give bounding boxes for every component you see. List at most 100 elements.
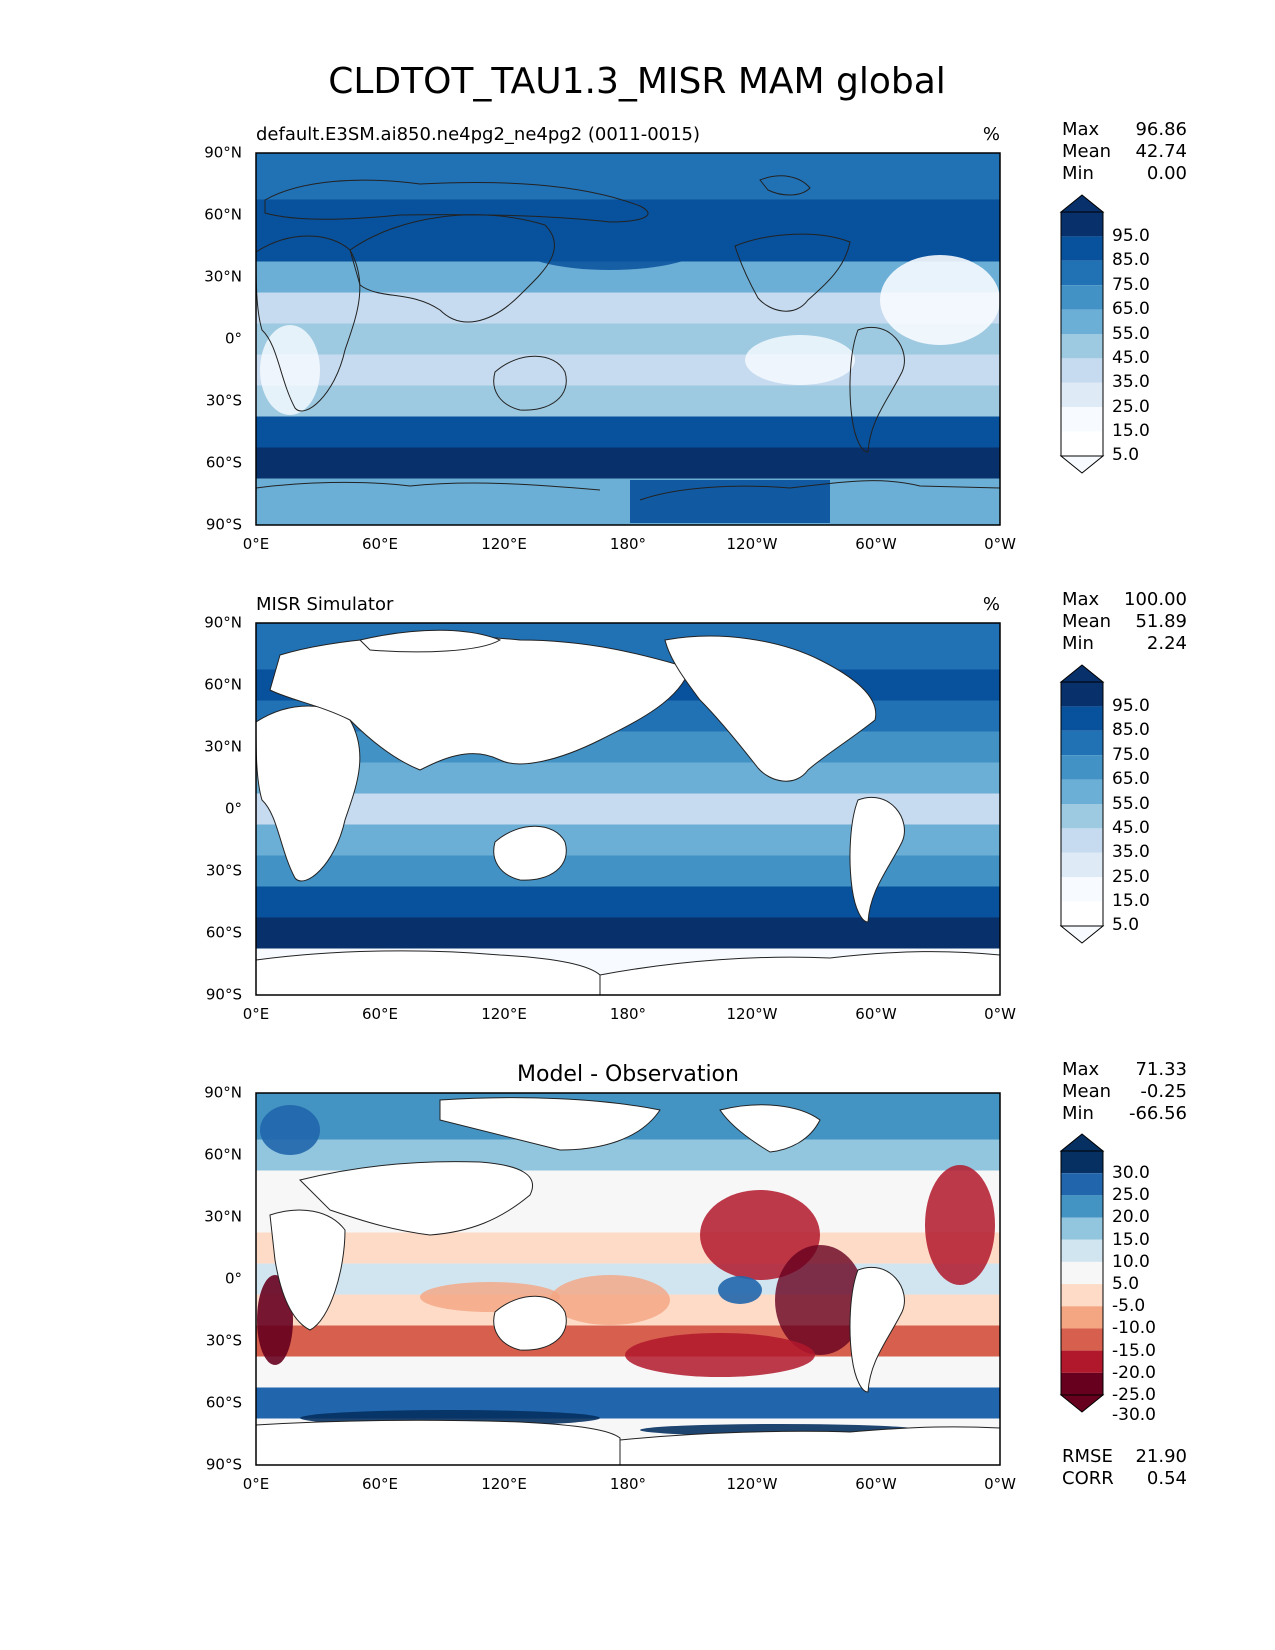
- colorbar-swatch: [1061, 334, 1103, 359]
- y-axis: 90°N 60°N 30°N 0° 30°S 60°S 90°S: [204, 614, 242, 1004]
- colorbar-level-label: 25.0: [1112, 397, 1150, 417]
- x-tick-label: 0°W: [984, 1475, 1016, 1493]
- stat-label: Min: [1062, 1103, 1094, 1124]
- colorbar-swatch: [1061, 755, 1103, 780]
- colorbar-swatch: [1061, 828, 1103, 853]
- colorbar-top-arrow: [1059, 1133, 1105, 1152]
- colorbar-bottom-arrow: [1059, 455, 1105, 474]
- colorbar-level-label: -5.0: [1112, 1296, 1145, 1316]
- stat-label: Max: [1062, 119, 1100, 140]
- map-frame: [255, 622, 1001, 996]
- y-tick-label: 60°S: [206, 1394, 242, 1412]
- colorbar-bottom-arrow: [1059, 1394, 1105, 1413]
- y-tick-label: 90°S: [206, 516, 242, 534]
- colorbar-level-label: -25.0: [1112, 1385, 1156, 1405]
- y-tick-label: 30°S: [206, 1332, 242, 1350]
- colorbar-level-label: 25.0: [1112, 1185, 1150, 1205]
- colorbar-level-label: 35.0: [1112, 842, 1150, 862]
- y-axis: 90°N 60°N 30°N 0° 30°S 60°S 90°S: [204, 1084, 242, 1474]
- colorbar-level-label: 5.0: [1112, 915, 1139, 935]
- x-tick-label: 120°W: [727, 1475, 778, 1493]
- field-feature: [550, 1275, 670, 1325]
- colorbar-level-label: 55.0: [1112, 794, 1150, 814]
- field-feature: [257, 1275, 293, 1365]
- y-tick-label: 60°S: [206, 454, 242, 472]
- colorbar-swatch: [1061, 309, 1103, 334]
- colorbar-swatch: [1061, 1173, 1103, 1196]
- y-tick-label: 0°: [225, 800, 242, 818]
- map-band: [256, 478, 1000, 525]
- colorbar-swatch: [1061, 1284, 1103, 1307]
- colorbar-level-label: 5.0: [1112, 1274, 1139, 1294]
- map-band: [256, 292, 1000, 324]
- colorbar-swatch: [1061, 382, 1103, 408]
- colorbar-swatch: [1061, 285, 1103, 310]
- y-tick-label: 0°: [225, 330, 242, 348]
- colorbar-level-label: 65.0: [1112, 299, 1150, 319]
- error-stats: RMSE 21.90 CORR 0.54: [1062, 1446, 1187, 1489]
- x-tick-label: 60°W: [855, 535, 897, 553]
- colorbar-swatch: [1061, 901, 1103, 926]
- colorbar-level-label: 75.0: [1112, 745, 1150, 765]
- colorbar: 95.0 85.0 75.0 65.0 55.0 45.0 35.0 25.0 …: [1059, 194, 1150, 474]
- colorbar-swatch: [1061, 407, 1103, 432]
- colorbar-swatch: [1061, 1195, 1103, 1218]
- map-band: [256, 762, 1000, 794]
- x-tick-label: 0°W: [984, 535, 1016, 553]
- map-band: [256, 1232, 1000, 1264]
- colorbar-swatch: [1061, 431, 1103, 456]
- colorbar-level-label: 65.0: [1112, 769, 1150, 789]
- field-feature: [925, 1165, 995, 1285]
- colorbar: 30.0 25.0 20.0 15.0 10.0 5.0 -5.0 -10.0 …: [1059, 1133, 1156, 1425]
- map-band: [256, 153, 1000, 200]
- colorbar-swatch: [1061, 877, 1103, 902]
- x-tick-label: 120°E: [481, 1005, 527, 1023]
- stat-label: Mean: [1062, 611, 1111, 632]
- colorbar-swatch: [1061, 682, 1103, 707]
- x-tick-label: 180°: [610, 1475, 646, 1493]
- panel-title: Model - Observation: [517, 1062, 739, 1087]
- colorbar-level-label: -15.0: [1112, 1341, 1156, 1361]
- y-tick-label: 60°S: [206, 924, 242, 942]
- colorbar-swatch: [1061, 852, 1103, 878]
- colorbar-level-label: 45.0: [1112, 818, 1150, 838]
- map-band: [256, 886, 1000, 918]
- stat-value: 0.00: [1147, 163, 1187, 184]
- colorbar-swatch: [1061, 706, 1103, 731]
- y-tick-label: 90°S: [206, 986, 242, 1004]
- colorbar-level-label: -10.0: [1112, 1318, 1156, 1338]
- error-stat-label: RMSE: [1062, 1446, 1113, 1467]
- colorbar-swatch: [1061, 730, 1103, 756]
- y-tick-label: 30°N: [204, 268, 242, 286]
- map-band: [256, 354, 1000, 386]
- colorbar-swatch: [1061, 1151, 1103, 1174]
- map-field: [255, 623, 1001, 996]
- x-tick-label: 0°W: [984, 1005, 1016, 1023]
- panel-model: default.E3SM.ai850.ne4pg2_ne4pg2 (0011-0…: [204, 119, 1187, 553]
- y-tick-label: 90°S: [206, 1456, 242, 1474]
- colorbar-swatch: [1061, 1217, 1103, 1240]
- panel-title: default.E3SM.ai850.ne4pg2_ne4pg2 (0011-0…: [256, 124, 700, 145]
- map-band: [256, 416, 1000, 448]
- map-band: [256, 323, 1000, 355]
- stat-value: 42.74: [1135, 141, 1187, 162]
- colorbar-level-label: 35.0: [1112, 372, 1150, 392]
- colorbar-swatch: [1061, 358, 1103, 383]
- stat-label: Max: [1062, 589, 1100, 610]
- error-stat-value: 0.54: [1147, 1468, 1187, 1489]
- map-field: [256, 153, 1000, 525]
- colorbar-level-label: 75.0: [1112, 275, 1150, 295]
- x-tick-label: 60°W: [855, 1475, 897, 1493]
- stat-value: 100.00: [1124, 589, 1187, 610]
- y-tick-label: 60°N: [204, 1146, 242, 1164]
- map-band: [256, 447, 1000, 479]
- field-feature: [880, 255, 1000, 345]
- colorbar-level-label: 10.0: [1112, 1252, 1150, 1272]
- map-field: [255, 1093, 1001, 1466]
- stats-box: Max 96.86 Mean 42.74 Min 0.00: [1062, 119, 1187, 184]
- colorbar-level-label: 85.0: [1112, 720, 1150, 740]
- colorbar-top-arrow: [1059, 664, 1105, 683]
- colorbar-swatch: [1061, 1328, 1103, 1351]
- x-tick-label: 0°E: [243, 535, 270, 553]
- colorbar-level-label: 15.0: [1112, 891, 1150, 911]
